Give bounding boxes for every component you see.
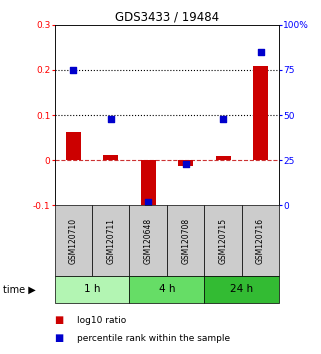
Bar (141, 160, 156, 220)
Text: percentile rank within the sample: percentile rank within the sample (77, 333, 230, 343)
Text: 4 h: 4 h (159, 284, 175, 295)
Point (71, 67, 76, 73)
Point (221, 116, 226, 121)
Bar (178, 160, 193, 166)
Point (258, 49, 263, 55)
Text: ■: ■ (55, 333, 64, 343)
Bar (66, 132, 81, 160)
Text: GSM120648: GSM120648 (144, 218, 153, 264)
Point (146, 199, 151, 205)
Point (108, 116, 113, 121)
Text: GSM120711: GSM120711 (106, 218, 115, 264)
Bar (103, 155, 118, 160)
Text: GSM120708: GSM120708 (181, 218, 190, 264)
Text: time ▶: time ▶ (3, 284, 36, 295)
Text: GSM120710: GSM120710 (69, 218, 78, 264)
Text: GSM120715: GSM120715 (219, 218, 228, 264)
Point (183, 161, 188, 167)
Text: 1 h: 1 h (84, 284, 100, 295)
Text: log10 ratio: log10 ratio (77, 316, 126, 325)
Bar (253, 66, 268, 160)
Text: 24 h: 24 h (230, 284, 253, 295)
Text: GSM120716: GSM120716 (256, 218, 265, 264)
Bar (216, 156, 230, 160)
Title: GDS3433 / 19484: GDS3433 / 19484 (115, 11, 219, 24)
Text: ■: ■ (55, 315, 64, 325)
